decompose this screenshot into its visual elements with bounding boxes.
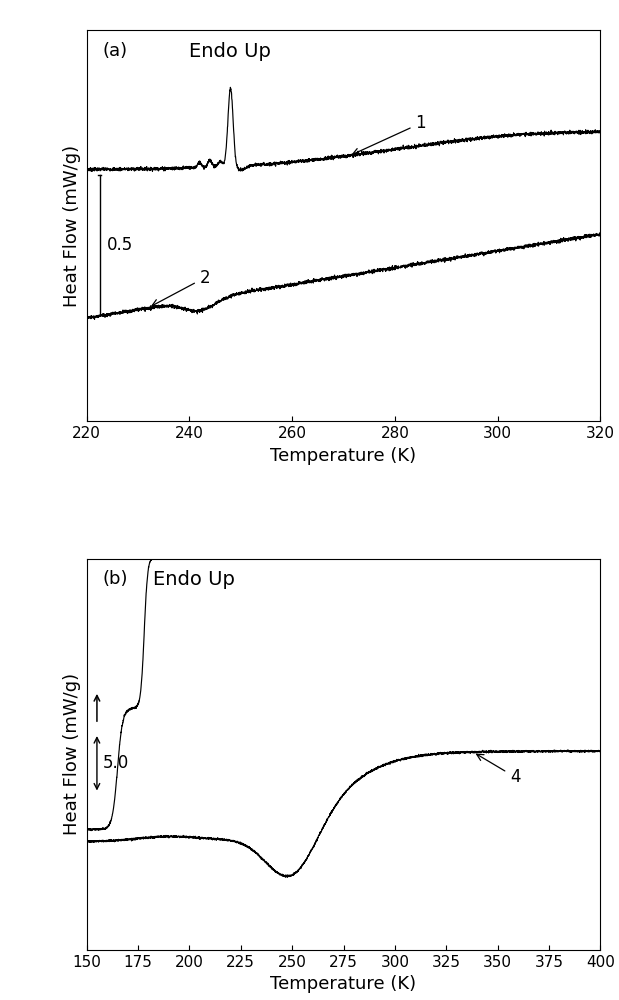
Y-axis label: Heat Flow (mW/g): Heat Flow (mW/g) — [63, 145, 81, 307]
Text: (b): (b) — [102, 570, 128, 588]
Text: (a): (a) — [102, 42, 127, 60]
Y-axis label: Heat Flow (mW/g): Heat Flow (mW/g) — [63, 673, 81, 835]
X-axis label: Temperature (K): Temperature (K) — [271, 447, 417, 465]
X-axis label: Temperature (K): Temperature (K) — [271, 975, 417, 993]
Text: 4: 4 — [477, 754, 521, 786]
Text: 1: 1 — [352, 114, 426, 155]
Text: Endo Up: Endo Up — [154, 570, 235, 589]
Text: Endo Up: Endo Up — [189, 42, 271, 61]
Text: 3: 3 — [0, 999, 1, 1000]
Text: 2: 2 — [152, 269, 210, 306]
Text: 5.0: 5.0 — [103, 754, 129, 772]
Text: 0.5: 0.5 — [107, 236, 134, 254]
